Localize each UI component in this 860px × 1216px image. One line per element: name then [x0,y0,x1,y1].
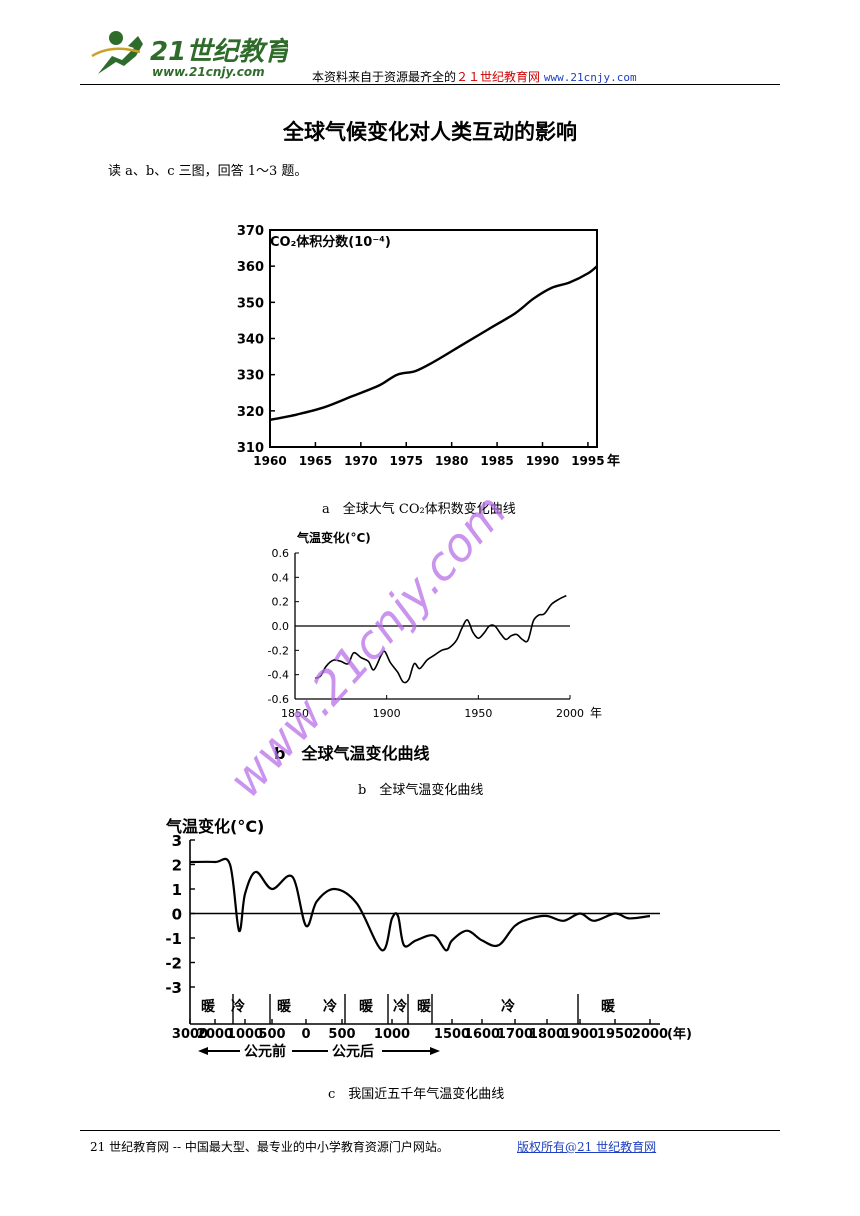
footer-copyright-link[interactable]: 版权所有@21 世纪教育网 [517,1140,657,1154]
x-tick-label: 2000 [556,707,584,720]
y-tick-label: 360 [237,260,264,275]
y-tick-label: 330 [237,369,264,384]
co2-series-line [269,265,598,422]
era-after-label: 公元后 [332,1043,374,1060]
co2-chart: CO₂体积分数(10⁻⁴) 310 320 330 340 350 360 370 1960 19… [237,224,620,469]
y-tick-label: 0.6 [272,547,290,560]
x-tick-label: 1990 [526,454,559,468]
x-tick-label: 1965 [299,454,332,468]
y-tick-label: -0.2 [268,644,289,657]
period-label: 冷 [393,998,407,1015]
x-tick-label: 1900 [562,1027,598,1042]
y-tick-label: -0.6 [268,693,289,706]
y-tick-label: -0.4 [268,669,289,682]
svg-text:www.21cnjy.com: www.21cnjy.com [152,65,265,79]
period-label: 冷 [501,998,515,1015]
runner-icon [91,31,143,74]
era-arrow-left [198,1047,208,1055]
y-tick-label: 370 [237,224,264,239]
y-tick-label: 1 [172,881,182,899]
y-tick-label: -3 [165,979,182,997]
y-tick-label: -1 [165,930,182,948]
x-tick-label: 1850 [281,707,309,720]
era-before-label: 公元前 [244,1043,286,1060]
x-tick-label: 1975 [390,454,423,468]
period-label: 暖 [601,998,616,1015]
period-label: 暖 [277,998,292,1015]
period-label: 暖 [417,998,432,1015]
footer-text: 21 世纪教育网 -- 中国最大型、最专业的中小学教育资源门户网站。 [90,1140,449,1154]
y-tick-label: 0.4 [272,571,290,584]
svg-text:21世纪教育: 21世纪教育 [150,37,288,67]
header-site-name[interactable]: ２１世纪教育网 [456,70,541,84]
y-tick-label: -2 [165,955,182,973]
global-temp-series-line [314,594,567,684]
y-tick-label: 0 [172,906,182,924]
figure-b-caption: b 全球气温变化曲线 [358,783,484,798]
header-source: 本资料来自于资源最齐全的２１世纪教育网 www.21cnjy.com [312,68,637,85]
x-tick-label: 1000 [374,1027,410,1042]
y-axis-label: 气温变化(°C) [165,817,264,836]
header-site-url[interactable]: www.21cnjy.com [543,71,637,84]
plot-frame [269,229,598,448]
x-tick-label: 1985 [480,454,513,468]
y-tick-label: 2 [172,857,182,875]
x-tick-label: 500 [328,1027,355,1042]
x-tick-label: 1000 [227,1027,263,1042]
period-label: 冷 [323,998,337,1015]
y-tick-label: 340 [237,333,264,348]
x-tick-label: 3000 [172,1027,208,1042]
x-tick-label: 1960 [253,454,286,468]
y-tick-label: 320 [237,405,264,420]
x-tick-label: 1600 [464,1027,500,1042]
x-tick-label: 1950 [597,1027,633,1042]
footer-divider [80,1130,780,1131]
china-temp-series-line [189,857,651,952]
x-tick-label: 1900 [373,707,401,720]
x-axis-unit: 年 [607,453,620,469]
intro-text: 读 a、b、c 三图，回答 1～3 题。 [108,164,308,179]
header-divider [80,84,780,85]
page-title: 全球气候变化对人类互动的影响 [283,120,577,144]
y-tick-label: 0.0 [272,620,290,633]
x-tick-label: 2000 [632,1027,668,1042]
period-label: 暖 [359,998,374,1015]
y-tick-label: 350 [237,296,264,311]
site-logo: 21世纪教育 www.21cnjy.com [91,31,288,79]
figure-a-caption: a 全球大气 CO₂体积数变化曲线 [322,502,516,517]
x-tick-label: 500 [258,1027,285,1042]
y-axis-label: 气温变化(°C) [296,530,371,545]
temperature-chart-china: 气温变化(°C)3210-1-2-3暖冷暖冷暖冷暖冷暖3000200010005… [165,817,692,1060]
era-arrow-right [430,1047,440,1055]
x-tick-label: 1800 [529,1027,565,1042]
x-tick-label: 1995 [571,454,604,468]
figure-b-inner-caption: b 全球气温变化曲线 [274,744,430,763]
x-tick-label: 1970 [344,454,377,468]
y-tick-label: 0.2 [272,596,290,609]
y-tick-label: 310 [237,441,264,456]
x-tick-label: 1950 [464,707,492,720]
x-tick-label: 0 [301,1027,310,1042]
y-tick-label: 3 [172,832,182,850]
x-tick-label: 1980 [435,454,468,468]
x-axis-unit: (年) [667,1026,692,1042]
x-tick-label: 1500 [434,1027,470,1042]
x-tick-label: 2000 [197,1027,233,1042]
figure-c-caption: c 我国近五千年气温变化曲线 [328,1087,505,1102]
x-tick-label: 1700 [497,1027,533,1042]
header-prefix: 本资料来自于资源最齐全的 [312,70,457,84]
x-axis-unit: 年 [590,706,602,720]
y-axis-label: CO₂体积分数(10⁻⁴) [270,234,391,250]
period-label: 暖 [201,998,216,1015]
period-label: 冷 [231,998,245,1015]
